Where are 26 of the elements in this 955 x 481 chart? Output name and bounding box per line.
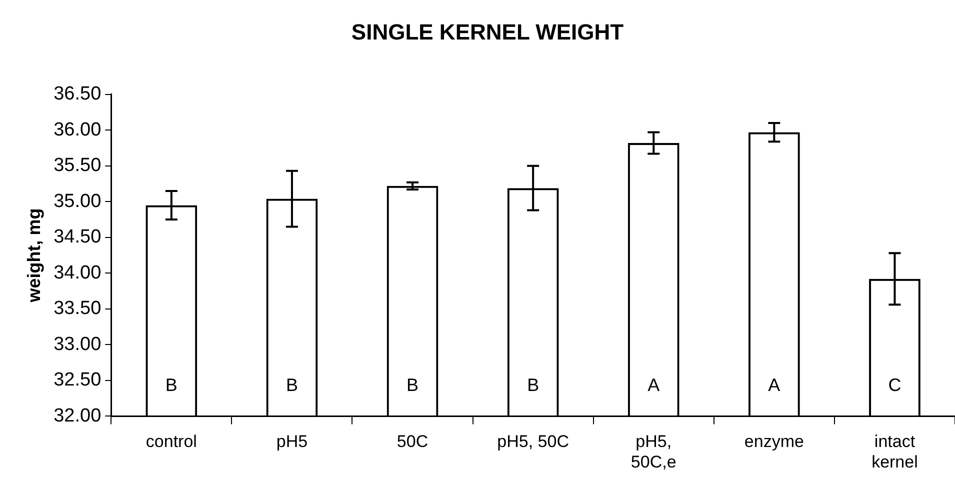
x-tick-label: pH5 <box>276 432 308 452</box>
annotation: C <box>888 375 902 396</box>
y-tick-label: 36.50 <box>54 84 102 105</box>
x-tick-label: intact kernel <box>872 432 918 472</box>
annotation: B <box>165 375 178 396</box>
y-tick-label: 33.00 <box>54 334 102 355</box>
annotation: A <box>768 375 780 396</box>
annotation: A <box>648 375 660 396</box>
x-tick-label: pH5, 50C,e <box>630 432 676 472</box>
x-tick-label: pH5, 50C <box>497 432 569 452</box>
y-tick-label: 32.50 <box>54 370 102 391</box>
y-tick-label: 33.50 <box>54 298 102 320</box>
y-tick-label: 34.00 <box>54 262 102 284</box>
annotation: B <box>527 375 540 396</box>
y-tick-label: 35.00 <box>54 190 102 212</box>
x-tick-label: control <box>146 432 197 452</box>
y-tick-label: 32.00 <box>54 405 102 426</box>
x-tick-label: enzyme <box>744 432 804 452</box>
y-tick-label: 35.50 <box>54 155 102 176</box>
annotation: B <box>406 375 419 396</box>
x-tick-label: 50C <box>396 432 428 452</box>
y-axis-title: weight, mg <box>24 208 44 304</box>
y-tick-label: 34.50 <box>54 226 102 248</box>
annotation: B <box>286 375 298 396</box>
chart-title: SINGLE KERNEL WEIGHT <box>351 19 624 44</box>
y-tick-label: 36.00 <box>54 119 102 140</box>
